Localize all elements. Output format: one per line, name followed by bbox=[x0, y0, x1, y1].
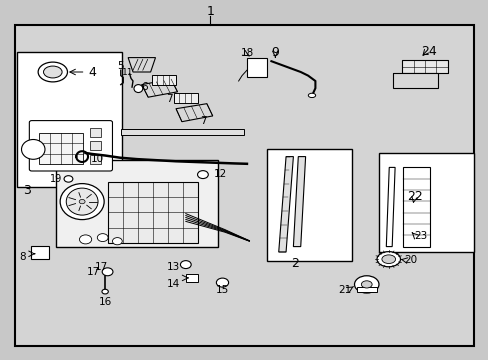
Ellipse shape bbox=[307, 93, 315, 98]
Ellipse shape bbox=[354, 276, 378, 293]
Text: 6: 6 bbox=[141, 82, 147, 93]
Text: 1: 1 bbox=[206, 5, 214, 18]
Bar bbox=[266, 149, 351, 261]
Ellipse shape bbox=[102, 268, 113, 276]
Bar bbox=[246, 58, 267, 77]
Bar bbox=[90, 155, 101, 164]
Bar bbox=[39, 133, 83, 164]
Ellipse shape bbox=[66, 188, 98, 215]
Bar bbox=[121, 129, 243, 135]
Text: 13: 13 bbox=[166, 262, 180, 272]
Ellipse shape bbox=[134, 85, 142, 93]
Ellipse shape bbox=[216, 278, 228, 287]
Text: 9: 9 bbox=[271, 46, 279, 59]
Text: 15: 15 bbox=[215, 285, 229, 295]
Bar bbox=[185, 274, 198, 282]
Text: 17: 17 bbox=[95, 262, 108, 272]
Text: 22: 22 bbox=[406, 190, 422, 203]
Ellipse shape bbox=[21, 139, 45, 159]
Ellipse shape bbox=[97, 234, 108, 242]
Bar bbox=[173, 93, 198, 103]
Ellipse shape bbox=[60, 184, 104, 220]
Bar bbox=[107, 182, 198, 243]
Bar bbox=[31, 246, 49, 259]
Bar bbox=[378, 153, 473, 252]
Text: 5: 5 bbox=[117, 60, 124, 71]
Bar bbox=[90, 141, 101, 150]
Ellipse shape bbox=[79, 235, 92, 244]
Text: 17: 17 bbox=[87, 267, 100, 277]
Text: 3: 3 bbox=[23, 184, 31, 197]
Ellipse shape bbox=[102, 289, 108, 294]
Bar bbox=[151, 75, 176, 85]
Bar bbox=[90, 128, 101, 137]
Ellipse shape bbox=[64, 176, 73, 182]
Bar bbox=[17, 52, 122, 187]
Text: 19: 19 bbox=[50, 174, 62, 184]
Text: 2: 2 bbox=[290, 257, 298, 270]
Ellipse shape bbox=[180, 261, 191, 269]
Bar bbox=[356, 287, 376, 292]
Ellipse shape bbox=[361, 281, 371, 288]
Text: 21: 21 bbox=[337, 285, 350, 295]
Ellipse shape bbox=[381, 255, 395, 264]
Polygon shape bbox=[402, 60, 447, 73]
Polygon shape bbox=[278, 157, 293, 252]
Text: 14: 14 bbox=[166, 279, 180, 289]
Text: 24: 24 bbox=[421, 45, 436, 58]
Text: 7: 7 bbox=[165, 94, 172, 104]
Text: 16: 16 bbox=[98, 297, 112, 307]
Ellipse shape bbox=[79, 199, 85, 204]
Bar bbox=[403, 167, 429, 247]
Text: 10: 10 bbox=[91, 154, 104, 164]
Ellipse shape bbox=[376, 252, 400, 267]
Ellipse shape bbox=[197, 171, 208, 179]
Polygon shape bbox=[293, 157, 305, 247]
Bar bbox=[15, 25, 473, 346]
Text: 11: 11 bbox=[122, 68, 134, 77]
Text: 7: 7 bbox=[199, 116, 206, 126]
Polygon shape bbox=[392, 73, 437, 88]
Ellipse shape bbox=[43, 66, 62, 78]
Polygon shape bbox=[142, 79, 177, 97]
Text: 18: 18 bbox=[240, 48, 253, 58]
Text: 12: 12 bbox=[214, 169, 227, 179]
Text: 4: 4 bbox=[88, 66, 96, 78]
Text: 23: 23 bbox=[414, 231, 427, 241]
Ellipse shape bbox=[112, 238, 122, 245]
Polygon shape bbox=[176, 104, 212, 122]
Polygon shape bbox=[128, 58, 155, 72]
Text: 20: 20 bbox=[404, 255, 417, 265]
Polygon shape bbox=[386, 167, 394, 247]
Bar bbox=[56, 160, 217, 247]
FancyBboxPatch shape bbox=[29, 121, 112, 171]
Text: 8: 8 bbox=[19, 252, 25, 262]
Ellipse shape bbox=[38, 62, 67, 82]
